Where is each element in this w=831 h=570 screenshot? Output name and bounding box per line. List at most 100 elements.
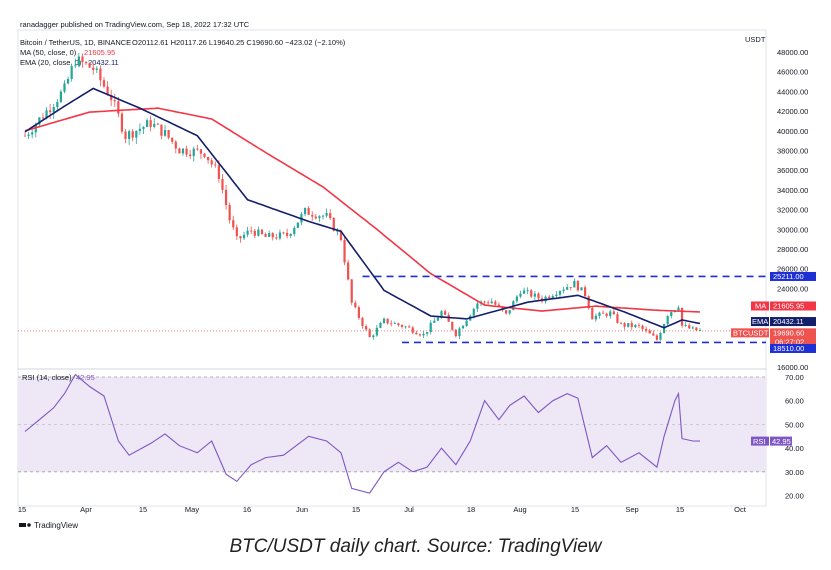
candle-body <box>566 287 569 290</box>
tradingview-logo-text: TradingView <box>34 521 78 530</box>
time-tick-label: 15 <box>139 505 147 514</box>
candle-body <box>41 117 45 119</box>
candle-body <box>505 310 508 314</box>
candle-body <box>684 325 687 327</box>
candle-body <box>253 230 256 236</box>
time-tick-label: Aug <box>513 505 526 514</box>
candle-body <box>128 131 131 139</box>
candle-body <box>587 296 590 309</box>
candle-body <box>296 222 299 228</box>
candle-body <box>95 68 98 70</box>
candle-body <box>203 153 206 157</box>
rsi-badge: RSI 42.95 <box>751 436 792 446</box>
currency-label: USDT <box>745 35 766 44</box>
candle-body <box>688 325 691 329</box>
candle-body <box>562 289 565 292</box>
price-tick-label: 32000.00 <box>777 206 808 215</box>
candle-body <box>92 67 95 70</box>
candle-body <box>59 91 63 102</box>
symbol-badge: BTCUSDT 19690.60 06:27:02 <box>731 328 816 347</box>
candle-body <box>181 148 185 154</box>
support-resistance-levels <box>362 275 766 344</box>
figure-caption: BTC/USDT daily chart. Source: TradingVie… <box>229 536 602 557</box>
candle-body <box>282 232 285 234</box>
candle-body <box>214 164 217 166</box>
candle-body <box>519 293 522 297</box>
candle-body <box>235 227 238 237</box>
candle-body <box>332 218 335 231</box>
candle-body <box>415 332 418 335</box>
candle-body <box>433 320 436 323</box>
candle-body <box>102 80 106 87</box>
candle-body <box>210 160 213 165</box>
candle-body <box>343 240 346 263</box>
candle-body <box>379 322 382 328</box>
price-tick-label: 34000.00 <box>777 186 808 195</box>
candle-body <box>171 137 174 142</box>
published-line: ranadagger published on TradingView.com,… <box>20 20 250 29</box>
rsi-line <box>24 373 701 494</box>
candle-body <box>497 304 501 307</box>
candle-body <box>99 68 102 81</box>
candle-body <box>451 321 454 330</box>
ema-legend: EMA (20, close, 0) <box>20 58 82 67</box>
candle-body <box>426 332 429 334</box>
svg-text:MA: MA <box>755 302 766 311</box>
candle-body <box>612 311 615 315</box>
candle-body <box>422 333 425 336</box>
ma-legend: MA (50, close, 0) <box>20 48 77 57</box>
candle-body <box>189 154 192 157</box>
candle-body <box>311 214 314 217</box>
candle-body <box>390 323 393 325</box>
candle-body <box>508 310 511 314</box>
candle-body <box>576 280 580 291</box>
time-tick-label: 16 <box>243 505 251 514</box>
candle-body <box>397 323 400 326</box>
time-tick-label: 15 <box>352 505 360 514</box>
candle-body <box>411 327 414 333</box>
candle-body <box>609 311 612 317</box>
support-badge: 18510.00 <box>770 343 816 353</box>
candle-body <box>583 287 587 297</box>
resistance-value: 25211.00 <box>773 272 804 281</box>
candle-body <box>153 123 156 127</box>
candle-body <box>555 294 558 297</box>
candle-body <box>199 149 203 154</box>
rsi-axis: 70.00 60.00 50.00 40.00 30.00 20.00 <box>785 373 804 501</box>
time-tick-label: Jul <box>404 505 414 514</box>
candle-body <box>483 301 486 303</box>
ma50-line <box>24 107 701 313</box>
price-tick-label: 46000.00 <box>777 68 808 77</box>
tradingview-logo-icon <box>19 523 26 527</box>
candle-body <box>250 230 253 232</box>
time-tick-label: May <box>185 505 199 514</box>
candle-body <box>52 107 55 113</box>
time-tick-label: 15 <box>18 505 26 514</box>
candle-body <box>278 232 282 239</box>
candle-body <box>131 131 134 138</box>
candle-body <box>221 178 224 190</box>
rsi-tick-label: 70.00 <box>785 373 804 382</box>
candle-body <box>634 324 637 328</box>
candle-body <box>616 314 619 323</box>
candle-body <box>652 333 655 336</box>
candle-body <box>88 63 91 68</box>
candle-body <box>66 78 70 84</box>
candle-body <box>347 262 350 280</box>
candle-body <box>268 233 271 237</box>
rsi-tick-label: 20.00 <box>785 492 804 501</box>
candle-body <box>271 233 274 238</box>
candle-body <box>228 205 231 221</box>
candle-body <box>698 330 702 331</box>
candle-body <box>329 213 332 219</box>
candle-body <box>167 130 170 138</box>
rsi-legend: RSI (14, close) <box>22 373 72 382</box>
time-tick-label: 15 <box>676 505 684 514</box>
candle-body <box>601 312 605 314</box>
candle-body <box>494 301 497 305</box>
price-tick-label: 44000.00 <box>777 87 808 96</box>
candle-body <box>530 290 533 297</box>
candle-body <box>145 120 149 127</box>
candle-body <box>206 156 210 161</box>
price-tick-label: 16000.00 <box>777 363 808 372</box>
